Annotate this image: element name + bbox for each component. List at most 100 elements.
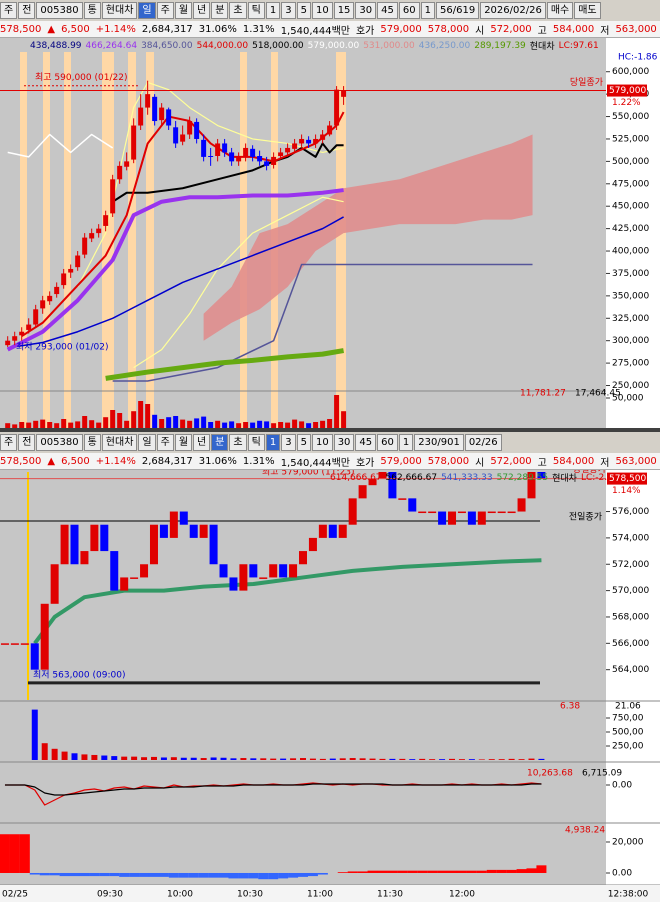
volume-bar: [131, 411, 137, 428]
high-label: 최고 590,000 (01/22): [35, 72, 127, 83]
time-label: 10:30: [237, 890, 263, 900]
time-label: 12:38:00: [608, 890, 649, 900]
histogram-bar: [268, 872, 279, 880]
volume-bar: [280, 758, 287, 760]
price-bar: [467, 511, 476, 525]
volume-bar: [334, 395, 340, 428]
candle-body: [5, 340, 11, 346]
price-bar: [219, 564, 228, 578]
volume-bar: [250, 758, 257, 760]
price-bar: [527, 472, 536, 499]
info-field: 고: [537, 457, 547, 469]
price-bar: [50, 564, 59, 604]
volume-bar: [47, 422, 53, 428]
y-tick-label: 574,000: [612, 533, 649, 543]
toolbar-button: 분: [211, 2, 229, 19]
volume-bar: [264, 421, 270, 428]
volume-bar: [187, 420, 193, 428]
toolbar-button: 230/901: [414, 434, 464, 451]
candle-body: [47, 295, 53, 302]
candle-body: [82, 237, 88, 255]
histogram-bar: [238, 872, 249, 879]
change-label: 1.22%: [612, 98, 641, 108]
volume-bar: [379, 758, 386, 760]
price-bar: [130, 577, 139, 579]
volume-bar: [180, 419, 186, 428]
price-bar: [497, 511, 506, 514]
price-box-label: 579,000: [609, 86, 646, 96]
oscillator-line: [4, 782, 542, 806]
histogram-bar: [447, 870, 458, 873]
price-bar: [477, 511, 486, 525]
candle-body: [110, 179, 116, 214]
price-bar: [189, 524, 198, 538]
price-bar: [90, 524, 99, 552]
info-field: 579,000: [380, 455, 422, 467]
volume-bar: [369, 758, 376, 760]
window-separator: [0, 428, 660, 432]
panel-value: 6,715.09: [582, 769, 622, 779]
volume-bar: [26, 422, 32, 428]
volume-bar: [200, 758, 207, 760]
histogram-bar: [427, 870, 438, 873]
y-tick-label: 250,000: [612, 381, 649, 391]
time-label: 02/25: [2, 890, 28, 900]
histogram-bar: [59, 872, 70, 877]
volume-bar: [409, 759, 416, 760]
y-tick-label: 568,000: [612, 612, 649, 622]
info-field: ▲: [47, 455, 56, 467]
time-label: 09:30: [97, 890, 123, 900]
price-bar: [338, 524, 347, 538]
toolbar-button: 10: [311, 2, 333, 19]
toolbar-button: 주: [156, 434, 174, 451]
price-bar: [80, 551, 89, 565]
info-field: 2,684,317: [141, 23, 193, 35]
oscillator-line: [4, 783, 542, 796]
panel-value: 21.06: [615, 702, 641, 712]
info-field: 578,000: [427, 23, 470, 35]
volume-bar: [160, 757, 167, 760]
histogram-bar: [357, 871, 368, 873]
candle-body: [194, 121, 200, 139]
candle-body: [222, 143, 228, 153]
candle-body: [278, 152, 284, 156]
info-field: 31.06%: [198, 23, 237, 35]
toolbar-top: 주 전 005380 통 현대차 일 주 월 년 분 초 틱 1 3 5 10 15 30 45 60 1 56/619 2…: [0, 2, 660, 19]
toolbar-button: 현대차: [101, 434, 138, 451]
histogram-bar: [437, 870, 448, 873]
price-bar: [0, 643, 9, 645]
price-bar: [318, 524, 327, 538]
toolbar-button: 틱: [247, 2, 265, 19]
indicator-line: [6, 188, 344, 352]
candle-body: [320, 134, 326, 140]
toolbar-button: 30: [333, 434, 355, 451]
histogram-bar: [0, 834, 10, 873]
volume-bar: [12, 424, 18, 428]
price-bar: [418, 511, 427, 514]
y-tick-label: 375,000: [612, 269, 649, 279]
candle-body: [61, 273, 67, 286]
candle-body: [306, 139, 312, 144]
toolbar-button: 5: [296, 434, 311, 451]
toolbar-button: 1: [420, 2, 435, 19]
toolbar-button: 1: [265, 434, 281, 451]
volume-bar: [33, 420, 39, 428]
volume-bar: [208, 422, 214, 428]
histogram-bar: [337, 872, 348, 873]
volume-bar: [458, 759, 465, 760]
volume-bar: [257, 420, 263, 428]
price-bar: [438, 511, 447, 525]
histogram-bar: [476, 870, 487, 873]
histogram-bar: [218, 872, 229, 878]
indicator-line: [133, 196, 344, 369]
price-bar: [259, 577, 268, 579]
volume-bar: [300, 758, 306, 760]
info-field: 563,000: [615, 455, 657, 467]
volume-bar: [75, 421, 81, 428]
candle-body: [138, 107, 144, 126]
toolbar-button: 005380: [36, 2, 83, 19]
histogram-bar: [347, 871, 358, 873]
y-tick-label: 400,000: [612, 247, 649, 257]
histogram-bar: [526, 868, 537, 873]
toolbar-button: 월: [174, 434, 193, 451]
